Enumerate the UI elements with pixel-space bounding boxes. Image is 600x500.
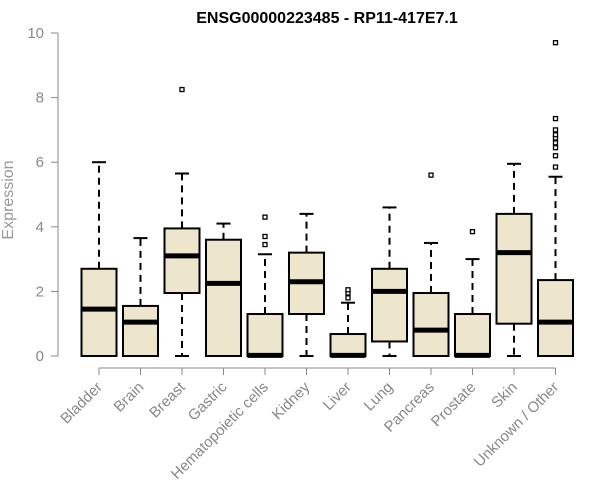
outlier-point: [469, 228, 476, 235]
iqr-box: [495, 212, 533, 325]
outlier-point: [552, 115, 559, 122]
outlier-point: [179, 86, 185, 93]
x-tick-label: Breast: [146, 378, 189, 421]
iqr-box: [371, 267, 408, 343]
outlier-point: [262, 241, 268, 248]
box-bladder: [80, 161, 118, 358]
iqr-box: [537, 279, 574, 357]
box-prostate: [454, 228, 491, 358]
box-hematopoietic-cells: [246, 214, 284, 358]
box-brain: [122, 237, 159, 357]
outlier-point: [552, 153, 559, 159]
iqr-box: [246, 313, 284, 358]
y-tick-label: 6: [36, 154, 44, 171]
x-tick-label: Liver: [320, 379, 355, 414]
iqr-box: [412, 292, 450, 358]
x-tick-label: Brain: [111, 379, 148, 416]
outlier-point: [552, 140, 559, 146]
y-tick-label: 2: [36, 283, 44, 300]
iqr-box: [122, 304, 159, 357]
outlier-point: [552, 145, 559, 151]
x-tick-label: Skin: [488, 379, 521, 412]
outlier-point: [552, 132, 559, 138]
outlier-point: [552, 40, 559, 46]
iqr-box: [454, 313, 491, 358]
iqr-box: [329, 333, 367, 358]
outlier-point: [262, 233, 268, 240]
chart-title: ENSG00000223485 - RP11-417E7.1: [196, 10, 458, 27]
iqr-box: [80, 267, 118, 358]
y-tick-label: 0: [36, 348, 44, 365]
outlier-point: [262, 214, 268, 220]
outlier-point: [552, 127, 559, 133]
box-gastric: [205, 222, 242, 357]
y-axis: 0 2 4 6 8 10: [27, 25, 59, 365]
outlier-point: [552, 164, 559, 170]
y-tick-label: 8: [36, 90, 44, 107]
box-kidney: [288, 212, 325, 357]
y-axis-label: Expression: [0, 160, 17, 239]
y-tick-label: 4: [36, 219, 44, 236]
y-tick-label: 10: [27, 25, 44, 42]
x-tick-label: Lung: [361, 379, 397, 415]
box-pancreas: [412, 172, 450, 358]
x-tick-label: Bladder: [57, 379, 106, 428]
outlier-point: [345, 287, 351, 293]
box-unknown-other: [537, 40, 574, 357]
iqr-box: [163, 227, 201, 295]
box-breast: [163, 86, 201, 357]
box-lung: [371, 206, 408, 357]
box-skin: [495, 162, 533, 357]
box-liver: [329, 287, 367, 358]
boxes-group: [80, 40, 574, 358]
iqr-box: [205, 238, 242, 357]
x-tick-label: Kidney: [269, 378, 314, 423]
outlier-point: [428, 172, 434, 178]
outlier-point: [345, 295, 351, 301]
x-tick-label: Prostate: [428, 379, 480, 431]
